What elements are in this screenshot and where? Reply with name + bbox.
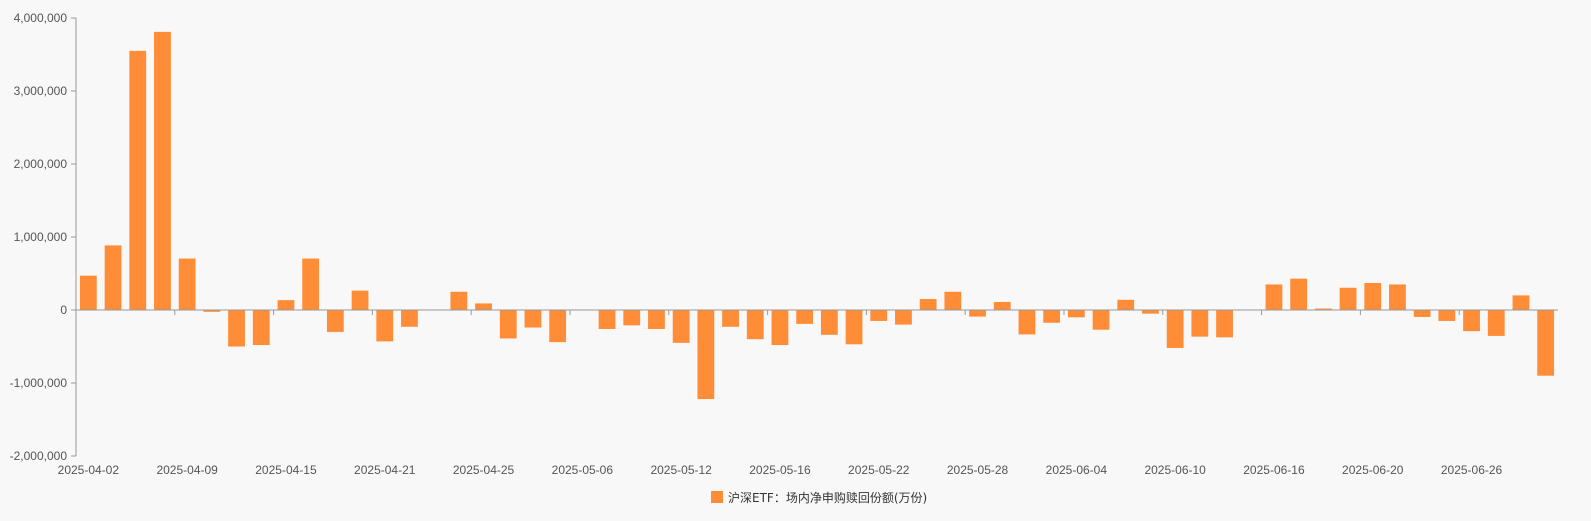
bar-2025-04-28[interactable] bbox=[499, 310, 517, 339]
y-tick-label: -1,000,000 bbox=[10, 376, 68, 390]
y-tick-label: 1,000,000 bbox=[14, 230, 68, 244]
bar-2025-05-08[interactable] bbox=[623, 310, 641, 326]
bar-2025-06-16[interactable] bbox=[1265, 284, 1283, 310]
bar-2025-06-12[interactable] bbox=[1216, 310, 1233, 338]
bars-group bbox=[79, 31, 1555, 400]
x-tick-label: 2025-04-25 bbox=[453, 463, 515, 477]
x-tick-label: 2025-05-22 bbox=[848, 463, 910, 477]
bar-2025-04-03[interactable] bbox=[104, 245, 122, 310]
legend[interactable]: 沪深ETF：场内净申购赎回份额(万份) bbox=[711, 490, 927, 505]
bar-2025-06-05[interactable] bbox=[1092, 310, 1110, 330]
bar-2025-06-03[interactable] bbox=[1043, 310, 1061, 323]
bar-2025-05-27[interactable] bbox=[944, 291, 962, 310]
bar-2025-04-07[interactable] bbox=[129, 50, 147, 310]
bar-2025-05-22[interactable] bbox=[870, 310, 888, 321]
bar-2025-06-18[interactable] bbox=[1314, 308, 1332, 310]
bar-2025-05-28[interactable] bbox=[969, 310, 986, 317]
bar-2025-05-21[interactable] bbox=[845, 310, 863, 345]
x-tick-label: 2025-06-26 bbox=[1441, 463, 1503, 477]
x-tick-label: 2025-05-06 bbox=[552, 463, 614, 477]
x-tick-label: 2025-04-09 bbox=[156, 463, 218, 477]
bar-2025-05-13[interactable] bbox=[697, 310, 715, 400]
bar-2025-04-14[interactable] bbox=[252, 310, 270, 346]
bar-2025-05-12[interactable] bbox=[672, 310, 690, 343]
bar-2025-04-09[interactable] bbox=[178, 258, 196, 310]
bar-2025-05-09[interactable] bbox=[648, 310, 665, 329]
bar-2025-04-02[interactable] bbox=[79, 275, 97, 310]
bar-2025-05-20[interactable] bbox=[820, 310, 838, 335]
bar-2025-04-22[interactable] bbox=[401, 310, 418, 327]
bar-2025-04-10[interactable] bbox=[203, 310, 221, 312]
bar-2025-04-15[interactable] bbox=[277, 300, 295, 310]
bar-2025-06-06[interactable] bbox=[1117, 299, 1135, 310]
y-tick-label: -2,000,000 bbox=[10, 449, 68, 463]
bar-2025-06-30[interactable] bbox=[1512, 295, 1530, 310]
y-axis: 4,000,000 3,000,000 2,000,000 1,000,000 0 -1,… bbox=[10, 11, 76, 463]
bar-2025-06-10[interactable] bbox=[1166, 310, 1184, 348]
bar-2025-04-24[interactable] bbox=[450, 291, 468, 310]
x-tick-label: 2025-05-12 bbox=[650, 463, 712, 477]
bar-2025-05-14[interactable] bbox=[722, 310, 739, 327]
bar-2025-07-01[interactable] bbox=[1537, 310, 1555, 376]
bar-2025-04-25[interactable] bbox=[475, 303, 492, 310]
bar-2025-05-29[interactable] bbox=[993, 301, 1011, 310]
x-tick-label: 2025-04-15 bbox=[255, 463, 317, 477]
bar-2025-04-11[interactable] bbox=[228, 310, 245, 347]
bar-2025-06-25[interactable] bbox=[1438, 310, 1456, 321]
x-tick-label: 2025-04-21 bbox=[354, 463, 416, 477]
bar-2025-05-23[interactable] bbox=[895, 310, 912, 325]
bar-2025-06-11[interactable] bbox=[1191, 310, 1209, 337]
bar-2025-06-04[interactable] bbox=[1067, 310, 1085, 318]
y-tick-label: 0 bbox=[60, 303, 67, 317]
bar-2025-06-17[interactable] bbox=[1290, 278, 1308, 310]
x-tick-label: 2025-04-02 bbox=[58, 463, 120, 477]
bar-2025-05-19[interactable] bbox=[796, 310, 814, 324]
bar-2025-04-18[interactable] bbox=[351, 290, 369, 310]
bar-2025-05-15[interactable] bbox=[746, 310, 764, 340]
bar-2025-05-16[interactable] bbox=[771, 310, 789, 346]
bar-2025-06-23[interactable] bbox=[1389, 284, 1406, 310]
bar-2025-04-29[interactable] bbox=[524, 310, 542, 328]
bar-2025-04-08[interactable] bbox=[154, 31, 171, 311]
bar-2025-04-30[interactable] bbox=[549, 310, 567, 343]
bar-2025-06-20[interactable] bbox=[1364, 282, 1382, 310]
legend-label: 沪深ETF：场内净申购赎回份额(万份) bbox=[728, 490, 927, 505]
y-tick-label: 4,000,000 bbox=[14, 11, 68, 25]
bar-2025-04-17[interactable] bbox=[326, 310, 344, 332]
bar-2025-05-07[interactable] bbox=[598, 310, 616, 329]
bar-2025-04-21[interactable] bbox=[376, 310, 394, 342]
bar-2025-06-26[interactable] bbox=[1463, 310, 1480, 332]
y-tick-label: 3,000,000 bbox=[14, 84, 68, 98]
bar-2025-06-19[interactable] bbox=[1339, 287, 1357, 310]
x-tick-label: 2025-06-20 bbox=[1342, 463, 1404, 477]
x-tick-label: 2025-05-16 bbox=[749, 463, 811, 477]
bar-2025-05-30[interactable] bbox=[1018, 310, 1036, 335]
bar-2025-06-27[interactable] bbox=[1487, 310, 1505, 336]
x-tick-label: 2025-05-28 bbox=[947, 463, 1009, 477]
bar-2025-04-16[interactable] bbox=[302, 258, 320, 310]
bar-2025-05-26[interactable] bbox=[919, 299, 937, 310]
bar-2025-06-24[interactable] bbox=[1413, 310, 1431, 317]
y-tick-label: 2,000,000 bbox=[14, 157, 68, 171]
x-tick-label: 2025-06-04 bbox=[1046, 463, 1108, 477]
bar-2025-06-09[interactable] bbox=[1142, 310, 1159, 314]
x-axis: 2025-04-02 2025-04-09 2025-04-15 2025-04-21… bbox=[58, 310, 1503, 477]
x-tick-label: 2025-06-16 bbox=[1243, 463, 1305, 477]
x-tick-label: 2025-06-10 bbox=[1144, 463, 1206, 477]
legend-swatch bbox=[711, 491, 723, 503]
